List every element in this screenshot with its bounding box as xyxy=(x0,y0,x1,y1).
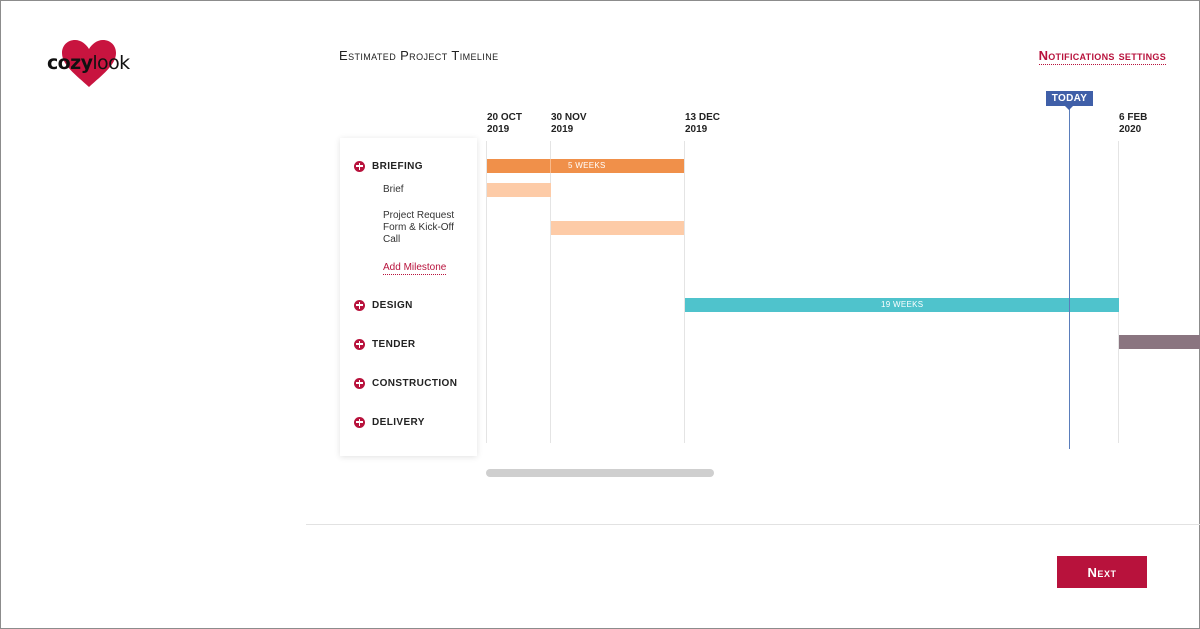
date-year: 2020 xyxy=(1119,124,1142,135)
logo-wordmark: cozylook xyxy=(47,52,130,74)
logo-part-1: cozy xyxy=(47,52,93,74)
phase-construction[interactable]: CONSTRUCTION xyxy=(354,375,457,391)
request-form-bar[interactable] xyxy=(551,221,684,235)
date-year: 2019 xyxy=(487,124,510,135)
design-bar[interactable]: 19 WEEKS xyxy=(685,298,1119,312)
logo-part-2: look xyxy=(92,52,130,74)
phase-label: TENDER xyxy=(372,338,416,350)
timeline-scrollbar[interactable] xyxy=(486,469,714,477)
date-label-4: 6 FEB 2020 xyxy=(1119,112,1147,136)
plus-icon xyxy=(354,160,365,172)
date-year: 2019 xyxy=(685,124,708,135)
notifications-settings-link[interactable]: Notifications settings xyxy=(1038,48,1166,65)
plus-icon xyxy=(354,338,365,350)
date-year: 2019 xyxy=(551,124,574,135)
grid-line xyxy=(1118,141,1119,443)
grid-line xyxy=(486,141,487,443)
phase-label: CONSTRUCTION xyxy=(372,377,458,389)
phase-tender[interactable]: TENDER xyxy=(354,336,416,352)
date-label-2: 30 NOV 2019 xyxy=(551,112,587,136)
plus-icon xyxy=(354,299,365,311)
plus-icon xyxy=(354,416,365,428)
phase-briefing[interactable]: BRIEFING xyxy=(354,158,423,174)
heart-icon xyxy=(62,40,116,87)
date-label-3: 13 DEC 2019 xyxy=(685,112,720,136)
milestone-request-form[interactable]: Project Request Form & Kick-Off Call xyxy=(383,210,455,245)
phase-panel: BRIEFING Brief Project Request Form & Ki… xyxy=(340,138,477,456)
grid-line xyxy=(550,141,551,443)
next-button[interactable]: Next xyxy=(1057,556,1147,588)
phase-label: DESIGN xyxy=(372,299,413,311)
date-label-1: 20 OCT 2019 xyxy=(487,112,522,136)
date-day: 30 NOV xyxy=(551,112,587,123)
cozylook-logo[interactable]: cozylook xyxy=(41,39,151,91)
today-badge: TODAY xyxy=(1046,91,1093,110)
date-day: 13 DEC xyxy=(685,112,721,123)
date-day: 6 FEB xyxy=(1119,112,1148,123)
footer-divider xyxy=(306,524,1200,525)
tender-bar[interactable] xyxy=(1119,335,1200,349)
brief-bar[interactable] xyxy=(487,183,551,197)
phase-label: DELIVERY xyxy=(372,416,425,428)
phase-delivery[interactable]: DELIVERY xyxy=(354,414,425,430)
add-milestone-link[interactable]: Add Milestone xyxy=(383,262,447,275)
bar-divider xyxy=(550,159,551,173)
phase-design[interactable]: DESIGN xyxy=(354,297,413,313)
design-duration: 19 WEEKS xyxy=(881,300,924,309)
page-title: Estimated Project Timeline xyxy=(339,48,499,63)
briefing-duration: 5 WEEKS xyxy=(568,161,606,170)
phase-label: BRIEFING xyxy=(372,160,423,172)
today-line xyxy=(1069,105,1070,449)
plus-icon xyxy=(354,377,365,389)
grid-line xyxy=(684,141,685,443)
briefing-bar[interactable]: 5 WEEKS xyxy=(487,159,684,173)
date-day: 20 OCT xyxy=(487,112,523,123)
milestone-brief[interactable]: Brief xyxy=(383,184,404,195)
